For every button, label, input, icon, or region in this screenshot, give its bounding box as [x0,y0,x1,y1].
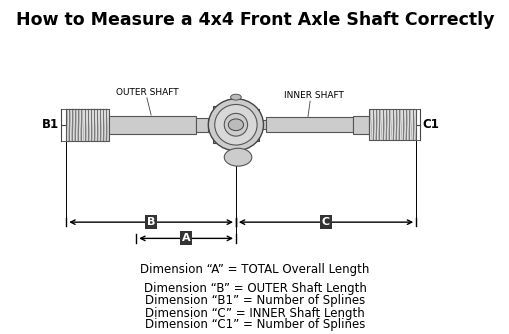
Bar [66,109,108,141]
Bar [212,106,220,143]
Text: OUTER SHAFT: OUTER SHAFT [116,88,178,97]
Ellipse shape [208,99,263,151]
Text: Dimension “A” = TOTAL Overall Length: Dimension “A” = TOTAL Overall Length [140,263,369,276]
Ellipse shape [224,114,247,136]
Bar [108,116,195,134]
Bar [250,109,259,141]
Ellipse shape [230,94,241,100]
Text: C: C [321,217,329,227]
Text: Dimension “C1” = Number of Splines: Dimension “C1” = Number of Splines [145,318,364,331]
Text: How to Measure a 4x4 Front Axle Shaft Correctly: How to Measure a 4x4 Front Axle Shaft Co… [16,11,493,29]
Text: Dimension “B” = OUTER Shaft Length: Dimension “B” = OUTER Shaft Length [143,282,366,295]
Text: C1: C1 [421,118,438,131]
Bar [369,109,415,140]
Bar [259,120,265,129]
Text: INNER SHAFT: INNER SHAFT [284,92,344,101]
Text: Dimension “C” = INNER Shaft Length: Dimension “C” = INNER Shaft Length [145,307,364,320]
Text: B1: B1 [42,118,59,131]
Bar [352,116,369,134]
Bar [265,118,352,132]
Ellipse shape [214,105,257,145]
Bar [208,120,212,130]
Text: B: B [147,217,155,227]
Bar [195,118,208,132]
Circle shape [228,119,243,131]
Text: Dimension “B1” = Number of Splines: Dimension “B1” = Number of Splines [145,294,364,307]
Text: A: A [181,233,190,243]
Ellipse shape [224,148,251,166]
